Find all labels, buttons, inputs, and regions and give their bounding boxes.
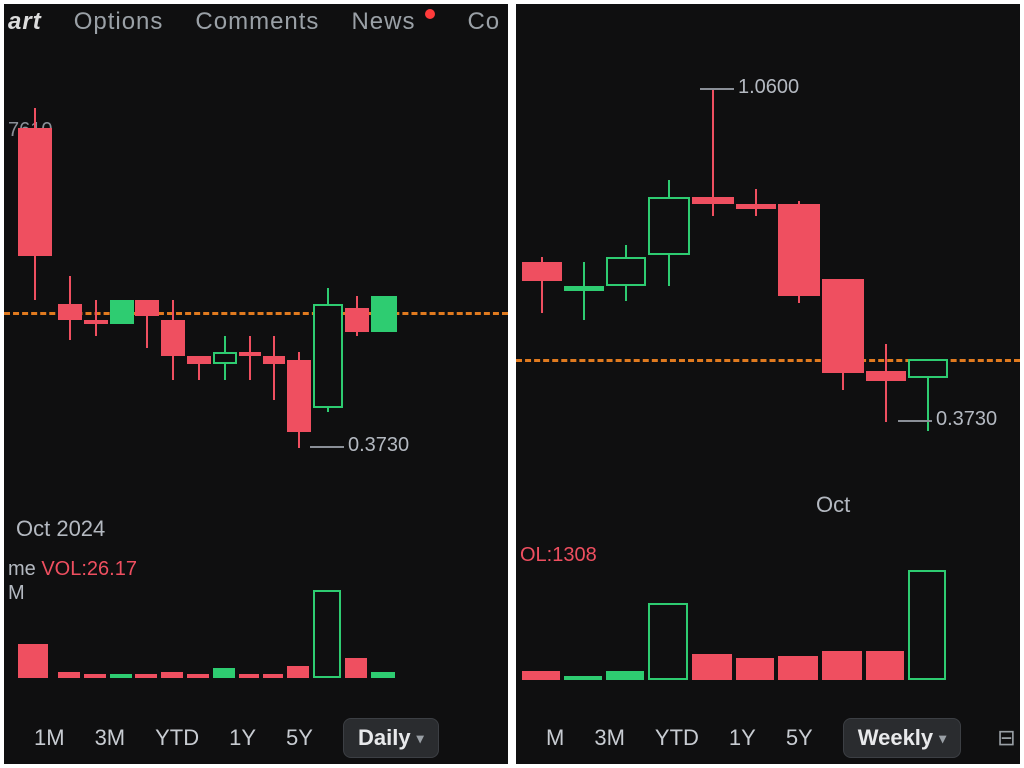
volume-label: OL:1308 xyxy=(520,544,597,567)
candle[interactable] xyxy=(736,189,776,216)
volume-bar[interactable] xyxy=(110,674,132,678)
candle[interactable] xyxy=(313,288,343,412)
price-callout-line xyxy=(898,420,932,422)
timeframe-row: 1M 3M YTD 1Y 5Y Daily▾ xyxy=(4,718,508,758)
tab-news[interactable]: News xyxy=(351,8,415,36)
price-callout-line xyxy=(700,88,734,90)
interval-dropdown[interactable]: Weekly▾ xyxy=(843,718,961,758)
timeframe-ytd[interactable]: YTD xyxy=(155,725,199,751)
candle[interactable] xyxy=(778,201,820,303)
timeframe-3m[interactable]: 3M xyxy=(95,725,126,751)
volume-bar[interactable] xyxy=(908,570,946,680)
candle[interactable] xyxy=(239,336,261,380)
volume-bar[interactable] xyxy=(522,671,560,680)
volume-bar[interactable] xyxy=(564,676,602,680)
price-callout-label: 0.3730 xyxy=(936,408,997,431)
volume-bar[interactable] xyxy=(606,671,644,680)
volume-bar[interactable] xyxy=(58,672,80,678)
candle[interactable] xyxy=(213,336,237,380)
tab-comments[interactable]: Comments xyxy=(195,8,319,36)
volume-bar[interactable] xyxy=(371,672,395,678)
volume-bar[interactable] xyxy=(736,658,774,680)
candle[interactable] xyxy=(187,356,211,380)
volume-bar[interactable] xyxy=(345,658,367,678)
candle[interactable] xyxy=(135,300,159,348)
candle[interactable] xyxy=(287,352,311,448)
volume-bar[interactable] xyxy=(135,674,157,678)
timeframe-5y[interactable]: 5Y xyxy=(286,725,313,751)
volume-bar[interactable] xyxy=(866,651,904,680)
x-axis-month: Oct 2024 xyxy=(16,516,105,542)
interval-dropdown[interactable]: Daily▾ xyxy=(343,718,439,758)
candle[interactable] xyxy=(866,344,906,421)
panel-daily: artOptionsCommentsNewsCo76100.3730Oct 20… xyxy=(0,0,512,768)
timeframe-1m[interactable]: 1M xyxy=(34,725,65,751)
timeframe-3m[interactable]: 3M xyxy=(594,725,625,751)
tab-bar: art Options Comments News Co xyxy=(4,8,508,36)
tab-co[interactable]: Co xyxy=(467,8,500,36)
volume-bar[interactable] xyxy=(313,590,341,678)
chevron-down-icon: ▾ xyxy=(939,730,946,747)
volume-bar[interactable] xyxy=(187,674,209,678)
volume-bar[interactable] xyxy=(822,651,862,680)
volume-sublabel: M xyxy=(8,582,25,605)
volume-bar[interactable] xyxy=(161,672,183,678)
volume-bar[interactable] xyxy=(84,674,106,678)
tab-options[interactable]: Options xyxy=(74,8,164,36)
candle[interactable] xyxy=(161,300,185,380)
candle[interactable] xyxy=(371,296,397,332)
x-axis-month: Oct xyxy=(816,492,850,518)
volume-label: me VOL:26.17 xyxy=(8,558,137,581)
panel-weekly: 1.0600 0.3730 Oct OL:1308 M 3M YTD 1Y 5Y Weekly▾ ⊟ xyxy=(512,0,1024,768)
candlestick-icon[interactable]: ⊟ xyxy=(997,725,1015,751)
split-container: artOptionsCommentsNewsCo76100.3730Oct 20… xyxy=(0,0,1024,768)
volume-bar[interactable] xyxy=(263,674,283,678)
candle[interactable] xyxy=(18,108,52,300)
timeframe-row: M 3M YTD 1Y 5Y Weekly▾ ⊟ xyxy=(516,718,1020,758)
candle[interactable] xyxy=(84,300,108,336)
candle[interactable] xyxy=(648,180,690,287)
volume-bar[interactable] xyxy=(239,674,259,678)
timeframe-1y[interactable]: 1Y xyxy=(229,725,256,751)
candle[interactable] xyxy=(692,88,734,216)
candle[interactable] xyxy=(522,257,562,313)
timeframe-1y[interactable]: 1Y xyxy=(729,725,756,751)
price-callout-label: 0.3730 xyxy=(348,434,409,457)
candle[interactable] xyxy=(58,276,82,340)
price-callout-label: 1.0600 xyxy=(738,76,799,99)
candle[interactable] xyxy=(345,296,369,336)
candle[interactable] xyxy=(110,300,134,324)
timeframe-ytd[interactable]: YTD xyxy=(655,725,699,751)
timeframe-m[interactable]: M xyxy=(546,725,564,751)
candle[interactable] xyxy=(564,262,604,320)
news-badge-dot xyxy=(425,9,435,19)
tab-chart[interactable]: art xyxy=(8,8,42,36)
candle[interactable] xyxy=(606,245,646,301)
price-callout-line xyxy=(310,446,344,448)
volume-bar[interactable] xyxy=(692,654,732,680)
volume-bar[interactable] xyxy=(287,666,309,678)
volume-bar[interactable] xyxy=(213,668,235,678)
timeframe-5y[interactable]: 5Y xyxy=(786,725,813,751)
volume-bar[interactable] xyxy=(648,603,688,680)
candle[interactable] xyxy=(822,279,864,390)
chevron-down-icon: ▾ xyxy=(417,730,424,747)
volume-bar[interactable] xyxy=(778,656,818,680)
volume-bar[interactable] xyxy=(18,644,48,678)
candle[interactable] xyxy=(263,336,285,400)
